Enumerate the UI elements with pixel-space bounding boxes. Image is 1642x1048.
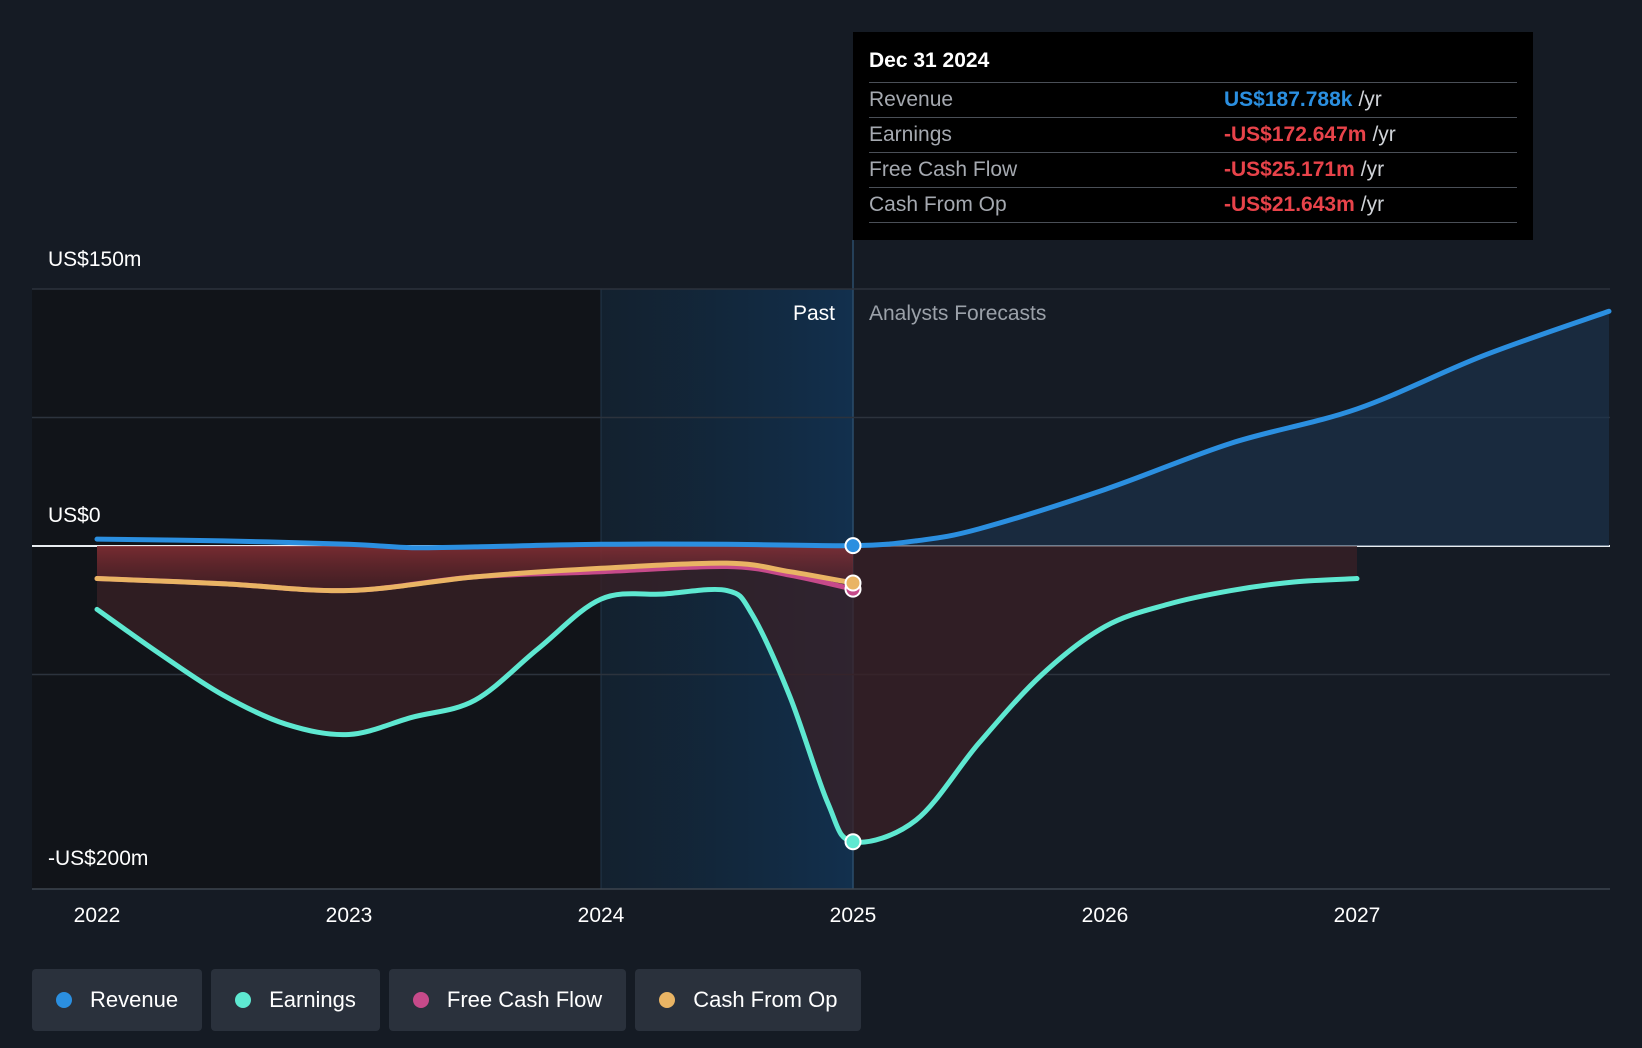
tooltip-date: Dec 31 2024: [869, 49, 990, 72]
x-tick-label: 2027: [1334, 904, 1381, 927]
legend-dot-icon: [235, 992, 252, 1008]
legend-item-revenue[interactable]: Revenue: [32, 969, 203, 1031]
tooltip-row: Cash From Op -US$21.643m/yr: [869, 187, 1517, 223]
y-axis-label: US$150m: [48, 248, 141, 271]
y-axis-label: US$0: [48, 504, 101, 527]
tooltip-row-value: -US$25.171m/yr: [1224, 158, 1385, 181]
forecast-label: Analysts Forecasts: [869, 302, 1046, 325]
earnings-area: [97, 546, 1357, 843]
legend-label: Cash From Op: [693, 987, 838, 1012]
tooltip-row: Revenue US$187.788k/yr: [869, 82, 1517, 117]
x-tick-label: 2026: [1082, 904, 1129, 927]
tooltip-row-value: US$187.788k/yr: [1224, 88, 1382, 111]
legend-dot-icon: [56, 992, 72, 1008]
legend-dot-icon: [659, 992, 676, 1008]
chart-svg: US$150m US$0 -US$200m 2022 2023 2024 2025 2026 2…: [32, 240, 1612, 927]
legend: Revenue Earnings Free Cash Flow Cash From O…: [32, 969, 862, 1031]
tooltip-row-label: Free Cash Flow: [869, 158, 1018, 181]
legend-label: Earnings: [269, 987, 356, 1012]
tooltip-row-label: Cash From Op: [869, 193, 1007, 216]
x-tick-label: 2025: [830, 904, 877, 927]
legend-item-earnings[interactable]: Earnings: [211, 969, 380, 1031]
legend-label: Free Cash Flow: [446, 987, 603, 1012]
tooltip: Dec 31 2024 Revenue US$187.788k/yr Earning…: [853, 32, 1533, 240]
point-cash-from-op: [844, 574, 862, 592]
tooltip-row-label: Revenue: [869, 88, 954, 111]
tooltip-row: Earnings -US$172.647m/yr: [869, 117, 1517, 152]
tooltip-row-unit: /yr: [1372, 123, 1396, 146]
tooltip-row-unit: /yr: [1360, 158, 1385, 181]
tooltip-row-value: -US$21.643m/yr: [1224, 193, 1385, 216]
y-axis-label: -US$200m: [48, 847, 148, 870]
cash-flow-area: [97, 546, 853, 591]
past-label: Past: [793, 302, 835, 325]
tooltip-row-unit: /yr: [1360, 193, 1385, 216]
tooltip-row-value: -US$172.647m/yr: [1224, 123, 1396, 146]
legend-label: Revenue: [90, 987, 179, 1012]
point-earnings: [844, 833, 862, 851]
legend-item-free-cash-flow[interactable]: Free Cash Flow: [388, 969, 627, 1031]
revenue-area: [853, 311, 1609, 546]
x-tick-label: 2023: [326, 904, 373, 927]
legend-item-cash-from-op[interactable]: Cash From Op: [635, 969, 862, 1031]
tooltip-row: Free Cash Flow -US$25.171m/yr: [869, 152, 1517, 187]
series-line-earnings: [94, 576, 1360, 845]
series-line-cash-from-op: [94, 560, 856, 594]
x-tick-label: 2022: [74, 904, 121, 927]
tooltip-row-unit: /yr: [1358, 88, 1382, 111]
x-tick-label: 2024: [578, 904, 625, 927]
point-revenue: [844, 537, 862, 555]
legend-dot-icon: [412, 992, 429, 1008]
tooltip-row-label: Earnings: [869, 123, 952, 146]
